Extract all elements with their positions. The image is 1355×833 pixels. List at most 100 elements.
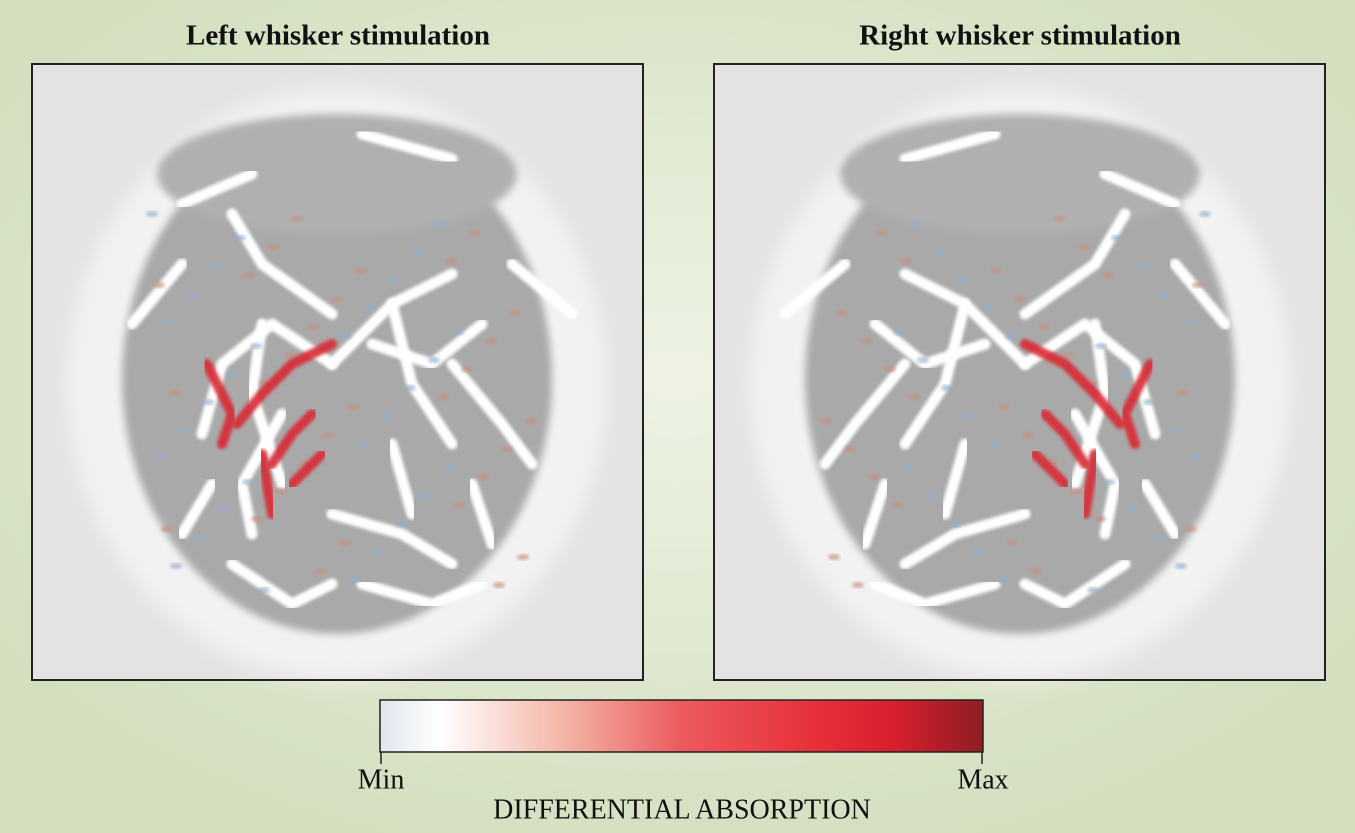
- speckle: [469, 230, 481, 236]
- speckle: [1175, 563, 1187, 569]
- speckle: [356, 441, 368, 447]
- speckle: [997, 577, 1009, 583]
- figure: Left whisker stimulation Right whisker s…: [0, 0, 1355, 833]
- speckle: [437, 394, 449, 400]
- speckle: [933, 249, 945, 255]
- speckle: [1005, 333, 1017, 339]
- brain: [750, 89, 1290, 679]
- colorbar-min: Min: [358, 764, 405, 795]
- speckle: [291, 216, 303, 222]
- speckle: [404, 385, 416, 391]
- speckle: [242, 479, 254, 485]
- speckle: [146, 211, 158, 217]
- speckle: [477, 474, 489, 480]
- speckle: [925, 493, 937, 499]
- speckle: [941, 385, 953, 391]
- speckle: [1176, 390, 1188, 396]
- speckle: [998, 404, 1010, 410]
- speckle: [981, 305, 993, 311]
- speckle: [178, 427, 190, 433]
- speckle: [1111, 235, 1123, 241]
- speckle: [170, 563, 182, 569]
- speckle: [169, 390, 181, 396]
- speckle: [1191, 455, 1203, 461]
- speckle: [501, 446, 513, 452]
- speckle: [509, 310, 521, 316]
- speckle: [380, 413, 392, 419]
- speckle: [1199, 211, 1211, 217]
- speckle: [258, 587, 270, 593]
- speckle: [828, 554, 840, 560]
- speckle: [989, 441, 1001, 447]
- speckle: [331, 296, 343, 302]
- speckle: [1094, 516, 1106, 522]
- speckle: [162, 319, 174, 325]
- speckle: [860, 338, 872, 344]
- speckle: [444, 465, 456, 471]
- speckle: [388, 277, 400, 283]
- right-image: [714, 64, 1325, 680]
- speckle: [1014, 296, 1026, 302]
- speckle: [1087, 587, 1099, 593]
- panel-title: Left whisker stimulation: [186, 20, 490, 52]
- speckle: [909, 221, 921, 227]
- colorbar-title: DIFFERENTIAL ABSORPTION: [493, 794, 871, 825]
- speckle: [267, 244, 279, 250]
- speckle: [1038, 324, 1050, 330]
- speckle: [1184, 526, 1196, 532]
- speckle: [1103, 479, 1115, 485]
- page: {"panels": [{"title": "Left whisker stim…: [0, 0, 1355, 833]
- left-image: [32, 64, 643, 680]
- speckle: [340, 333, 352, 339]
- speckle: [154, 455, 166, 461]
- speckle: [250, 343, 262, 349]
- speckle: [307, 324, 319, 330]
- speckle: [1119, 371, 1131, 377]
- speckle: [161, 526, 173, 532]
- speckle: [1143, 399, 1155, 405]
- speckle: [892, 502, 904, 508]
- speckle: [949, 521, 961, 527]
- cortex-top: [157, 114, 517, 234]
- speckle: [348, 577, 360, 583]
- speckle: [226, 371, 238, 377]
- speckle: [1054, 216, 1066, 222]
- speckle: [453, 502, 465, 508]
- speckle: [844, 446, 856, 452]
- speckle: [202, 399, 214, 405]
- speckle: [1159, 291, 1171, 297]
- speckle: [436, 221, 448, 227]
- speckle: [420, 493, 432, 499]
- speckle: [364, 305, 376, 311]
- speckle: [836, 310, 848, 316]
- speckle: [355, 268, 367, 274]
- speckle: [339, 540, 351, 546]
- speckle: [234, 235, 246, 241]
- speckle: [1006, 540, 1018, 546]
- speckle: [347, 404, 359, 410]
- cortex-top: [840, 114, 1200, 234]
- speckle: [908, 394, 920, 400]
- speckle: [218, 507, 230, 513]
- speckle: [372, 549, 384, 555]
- speckle: [153, 282, 165, 288]
- speckle: [917, 357, 929, 363]
- speckle: [428, 357, 440, 363]
- speckle: [412, 249, 424, 255]
- speckle: [868, 474, 880, 480]
- speckle: [461, 366, 473, 372]
- speckle: [876, 230, 888, 236]
- speckle: [901, 465, 913, 471]
- speckle: [965, 413, 977, 419]
- speckle: [251, 516, 263, 522]
- speckle: [525, 418, 537, 424]
- speckle: [1078, 244, 1090, 250]
- speckle: [884, 366, 896, 372]
- speckle: [517, 554, 529, 560]
- speckle: [1070, 488, 1082, 494]
- speckle: [186, 291, 198, 297]
- speckle: [194, 535, 206, 541]
- speckle: [1030, 568, 1042, 574]
- colorbar-max: Max: [957, 764, 1008, 795]
- speckle: [445, 258, 457, 264]
